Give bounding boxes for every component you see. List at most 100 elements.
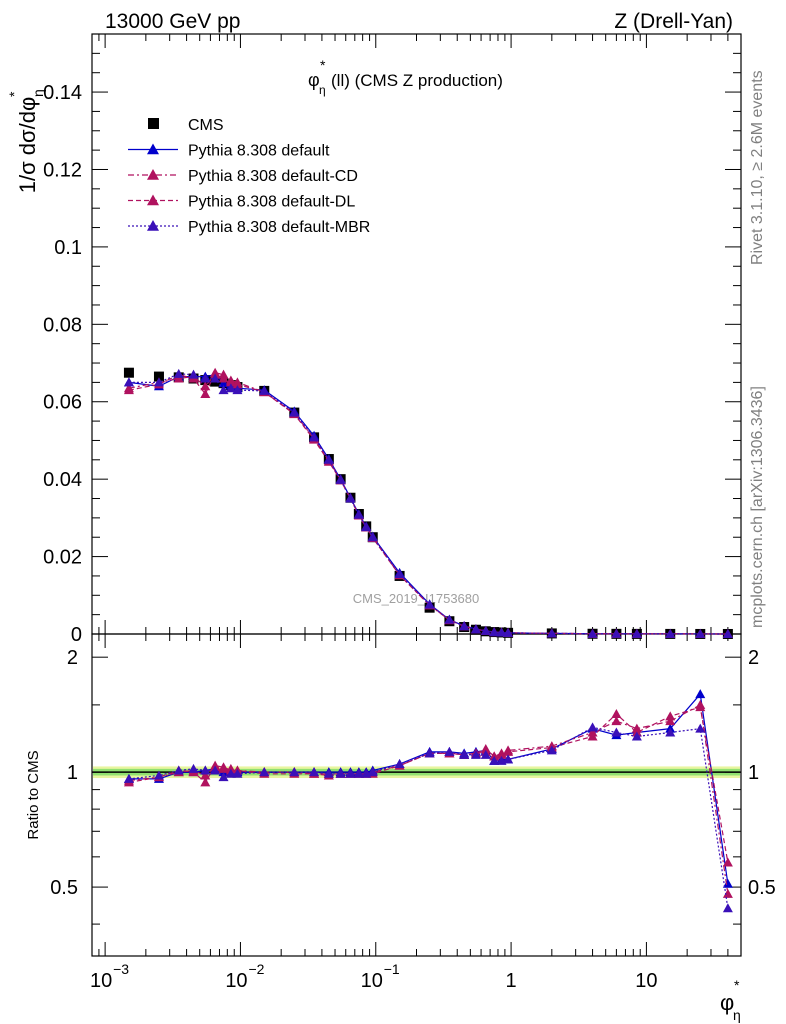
y-tick-label: 0.08 (43, 314, 82, 336)
legend-label: Pythia 8.308 default-DL (188, 194, 355, 211)
ratio-data-point (309, 767, 320, 777)
ratio-data-point (289, 767, 300, 777)
mc-data-point (335, 474, 346, 484)
mc-data-point (695, 628, 706, 638)
mc-data-point (259, 385, 270, 395)
legend-marker-triangle (147, 220, 159, 231)
ratio-y-tick-label-right: 1 (748, 762, 759, 784)
ratio-data-point (459, 749, 470, 759)
y-tick-label: 0 (71, 624, 82, 646)
x-axis-label: φ η * (720, 977, 741, 1023)
mc-data-point (200, 373, 211, 383)
ratio-data-point (722, 857, 733, 867)
ratio-data-point (200, 770, 211, 780)
mc-data-point (367, 532, 378, 542)
ratio-data-point (200, 765, 211, 775)
ratio-y-tick-label: 1 (67, 762, 78, 784)
ratio-data-point (489, 751, 500, 761)
mc-data-point (345, 493, 356, 503)
mc-data-point (123, 385, 134, 395)
mcplots-reference-label: mcplots.cern.ch [arXiv:1306.3436] (749, 386, 766, 628)
legend-label: Pythia 8.308 default-CD (188, 168, 358, 185)
ratio-data-point (470, 749, 481, 759)
ratio-data-point (587, 731, 598, 741)
legend-label: CMS (188, 117, 224, 134)
ratio-data-point (444, 746, 455, 756)
cms-data-point (123, 367, 134, 378)
ratio-data-point (722, 888, 733, 898)
svg-text:10: 10 (635, 970, 657, 992)
svg-text:−1: −1 (384, 961, 400, 977)
svg-text:*: * (734, 977, 740, 993)
mc-data-point (200, 381, 211, 391)
svg-text:*: * (6, 91, 22, 97)
main-panel-data (123, 367, 733, 639)
ratio-data-point (587, 722, 598, 732)
ratio-data-point (367, 767, 378, 777)
mc-data-point (188, 369, 199, 379)
mc-data-point (218, 378, 229, 388)
svg-text:10: 10 (361, 970, 383, 992)
mc-data-point (424, 599, 435, 609)
reference-band (92, 766, 741, 779)
mc-data-point (489, 627, 500, 637)
mc-data-point (503, 627, 514, 637)
svg-text:10: 10 (90, 970, 112, 992)
ratio-y-tick-label-right: 0.5 (748, 877, 776, 899)
ratio-data-point (480, 743, 491, 753)
rivet-version-label: Rivet 3.1.10, ≥ 2.6M events (749, 70, 766, 265)
mc-data-point (665, 628, 676, 638)
ratio-data-point (323, 768, 334, 778)
cms-data-point (153, 371, 164, 382)
ratio-data-point (225, 768, 236, 778)
ratio-data-point (394, 759, 405, 769)
x-tick-label: 10−1 (361, 961, 400, 992)
mc-data-point (546, 628, 557, 638)
ratio-data-point (611, 708, 622, 718)
ratio-data-point (503, 746, 514, 756)
mc-data-point (459, 621, 470, 631)
legend: CMS Pythia 8.308 default Pythia 8.308 defa… (128, 117, 370, 236)
ratio-data-point (695, 689, 706, 699)
ratio-data-point (345, 768, 356, 778)
ratio-data-point (611, 716, 622, 726)
ratio-y-tick-label: 0.5 (50, 877, 78, 899)
ratio-y-tick-label-right: 2 (748, 647, 759, 669)
legend-entry: CMS (148, 117, 224, 134)
y-tick-label: 0.14 (43, 82, 82, 104)
y-tick-label: 0.06 (43, 392, 82, 414)
svg-text:10: 10 (225, 970, 247, 992)
svg-text:−2: −2 (248, 961, 264, 977)
mc-data-point (225, 383, 236, 393)
legend-marker-triangle (147, 169, 159, 180)
ratio-data-point (611, 727, 622, 737)
ratio-data-point (546, 745, 557, 755)
y-axis-label-main: 1/σ dσ/dφ η * (6, 89, 46, 193)
legend-label: Pythia 8.308 default-MBR (188, 219, 370, 236)
header-left: 13000 GeV pp (105, 10, 240, 33)
ratio-data-point (722, 878, 733, 888)
legend-label: Pythia 8.308 default (188, 143, 330, 160)
svg-text:η: η (319, 83, 326, 97)
legend-entry: Pythia 8.308 default-MBR (128, 219, 370, 236)
svg-text:(ll) (CMS Z production): (ll) (CMS Z production) (331, 71, 503, 90)
ratio-data-point (123, 773, 134, 783)
mc-data-point (444, 614, 455, 624)
mc-data-point (210, 373, 221, 383)
svg-text:φ: φ (720, 990, 734, 1015)
legend-entry: Pythia 8.308 default-CD (128, 168, 358, 185)
ratio-data-point (218, 762, 229, 772)
mc-data-point (480, 625, 491, 635)
mc-data-point (225, 377, 236, 387)
ratio-data-point (210, 760, 221, 770)
y-tick-label: 0.04 (43, 469, 82, 491)
svg-text:η: η (733, 1007, 741, 1023)
ratio-data-point (665, 716, 676, 726)
ratio-data-point (200, 777, 211, 787)
ratio-data-point (153, 770, 164, 780)
ratio-data-point (424, 748, 435, 758)
svg-text:η: η (30, 89, 46, 97)
analysis-watermark: CMS_2019_I1753680 (353, 591, 480, 606)
svg-text:φ: φ (308, 70, 320, 90)
ratio-data-point (353, 768, 364, 778)
